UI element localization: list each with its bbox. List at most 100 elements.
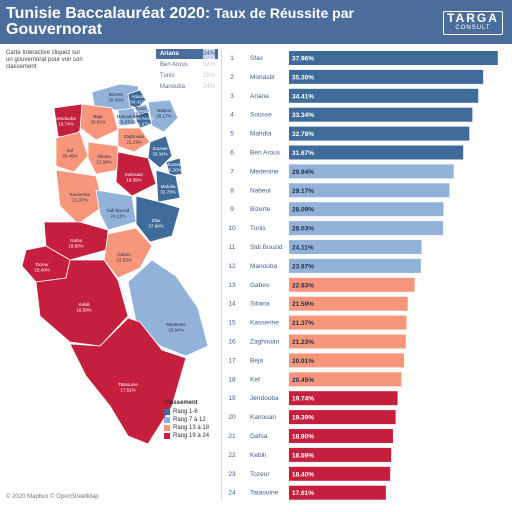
bar[interactable] [289, 145, 464, 160]
bar[interactable] [289, 202, 444, 217]
legend-item[interactable]: Rang 7 à 12 [164, 416, 224, 424]
bar[interactable] [289, 296, 408, 311]
bar[interactable] [289, 410, 396, 425]
ranking-bar-chart: 1 Sfax 37.96% 2 Monastir 35.30% 3 Ariana 34.41% 4… [228, 51, 498, 500]
region-kairouan[interactable] [115, 151, 157, 197]
map-region-value: 29.17% [156, 114, 171, 119]
bar-value-label: 19.74% [292, 396, 314, 403]
bar[interactable] [289, 258, 421, 273]
region-zaghouan[interactable] [117, 127, 151, 153]
legend-swatch [164, 433, 170, 439]
bar[interactable] [289, 164, 454, 179]
category-label: Zaghouan [250, 339, 280, 346]
legend-title: Classement [164, 400, 198, 406]
map-region-value: 28.09% [108, 98, 123, 103]
bar[interactable] [289, 429, 393, 443]
bar-value-label: 21.59% [292, 301, 314, 308]
legend-swatch [164, 425, 170, 431]
legend-swatch [164, 417, 170, 423]
legend-item[interactable]: Rang 13 à 18 [164, 424, 224, 432]
title-rest: Taux de Réussite par [210, 5, 354, 21]
region-sfax[interactable] [135, 195, 181, 243]
map-region-value: 19.74% [58, 122, 73, 127]
map-region-value: 22.83% [116, 258, 131, 263]
bar[interactable] [289, 372, 402, 387]
region-monastir[interactable] [165, 157, 183, 177]
category-label: Tunis [250, 225, 266, 232]
map-region-value: 37.96% [148, 224, 163, 229]
region-tataouine[interactable] [69, 317, 187, 445]
legend-item[interactable]: Rang 19 à 24 [164, 432, 224, 440]
bar-value-label: 19.39% [292, 415, 314, 422]
bar[interactable] [289, 183, 450, 198]
map-region-value: 31.67% [135, 122, 150, 127]
map-region-name: Sidi Bouzid [107, 208, 130, 213]
bar-value-label: 28.09% [292, 207, 314, 214]
map-region-value: 24.11% [111, 214, 126, 219]
region-nabeul[interactable] [147, 99, 179, 133]
category-label: Tataouine [250, 490, 279, 497]
region-manouba[interactable] [117, 107, 137, 127]
bar[interactable] [289, 240, 422, 254]
bar-value-label: 18.90% [292, 434, 314, 441]
map-region-name: Gabes [117, 252, 131, 257]
map-region-value: 18.90% [68, 244, 83, 249]
mini-list-item[interactable]: Manouba 24% [160, 84, 215, 90]
bar[interactable] [289, 221, 444, 236]
bar[interactable] [289, 353, 405, 368]
map-region-name: Nabeul [157, 108, 171, 113]
mini-list-item[interactable]: Ariana 34% [156, 49, 218, 59]
region-ariana[interactable] [127, 89, 147, 109]
region-kebili[interactable] [35, 259, 129, 347]
rank-label: 13 [228, 282, 236, 289]
bar[interactable] [289, 315, 407, 330]
category-label: Jendouba [250, 395, 279, 402]
region-siliana[interactable] [87, 141, 119, 175]
rank-label: 9 [230, 206, 234, 213]
bar[interactable] [289, 485, 386, 500]
map-instructions: Carte Interactive cliquez sur un gouvern… [6, 50, 83, 70]
rank-label: 24 [228, 490, 236, 497]
category-label: Mahdia [250, 131, 272, 138]
header-bar: Tunisie Baccalauréat 2020: Taux de Réuss… [0, 0, 512, 44]
bar[interactable] [289, 88, 479, 103]
map-region-name: Sousse [152, 146, 168, 151]
map-region-name: Kairouan [125, 172, 144, 177]
bar[interactable] [289, 51, 498, 65]
region-mahdia[interactable] [155, 169, 181, 203]
map-region-name: Kef [67, 148, 75, 153]
bar[interactable] [289, 447, 392, 462]
category-label: Sousse [250, 112, 272, 119]
map-credit: © 2020 Mapbox © OpenStreetMap [6, 494, 99, 500]
category-label: Kasserine [250, 320, 279, 327]
rank-label: 12 [228, 263, 236, 270]
region-kef[interactable] [55, 131, 89, 173]
bar[interactable] [289, 466, 391, 481]
mini-list-item[interactable]: Ben Arous 32% [160, 62, 215, 68]
bar[interactable] [289, 107, 473, 122]
bar-value-label: 21.23% [292, 339, 314, 346]
bar-value-label: 20.91% [292, 358, 314, 365]
region-sidi-bouzid[interactable] [95, 189, 137, 231]
rank-label: 22 [228, 452, 236, 459]
bar-value-label: 29.17% [292, 188, 314, 195]
bar[interactable] [289, 391, 398, 406]
map-region-name: Medenine [166, 322, 186, 327]
bar[interactable] [289, 69, 484, 84]
rank-label: 7 [230, 168, 234, 175]
bar[interactable] [289, 277, 415, 292]
tunisia-map[interactable]: Bizerte28.09%Ariana34.41%Tunis28.03%Ben … [0, 46, 221, 486]
map-region-name: Siliana [97, 154, 111, 159]
legend-item[interactable]: Rang 1-6 [164, 408, 224, 416]
rank-label: 21 [228, 433, 236, 440]
bar-value-label: 24.11% [292, 245, 314, 252]
targa-logo[interactable]: TARGA CONSULT [443, 11, 503, 35]
category-label: Nabeul [250, 187, 271, 194]
region-kasserine[interactable] [55, 169, 105, 225]
logo-subtext: CONSULT [455, 25, 491, 31]
bar[interactable] [289, 334, 406, 349]
logo-text: TARGA [447, 11, 499, 25]
bar[interactable] [289, 126, 470, 141]
mini-list-item[interactable]: Tunis 28% [160, 73, 215, 79]
map-region-value: 18.59% [76, 308, 91, 313]
